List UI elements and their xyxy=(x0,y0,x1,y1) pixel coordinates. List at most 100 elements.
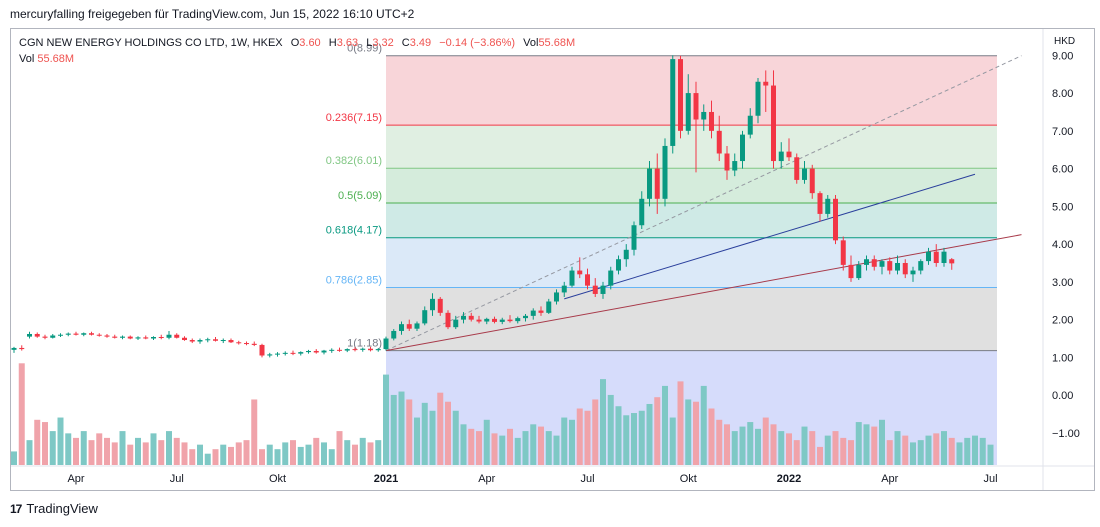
candle-body xyxy=(34,333,40,337)
volume-bar xyxy=(468,428,475,465)
candle-body xyxy=(654,168,660,199)
candle-body xyxy=(523,315,528,319)
share-caption: mercuryfalling freigegeben für TradingVi… xyxy=(10,7,415,21)
candle-body xyxy=(383,338,389,350)
candle-body xyxy=(306,350,311,353)
candle-body xyxy=(786,151,792,158)
volume-bar xyxy=(274,449,281,465)
candle-body xyxy=(135,337,141,339)
candle-body xyxy=(778,151,784,162)
candle-body xyxy=(236,342,242,344)
candle-body xyxy=(220,340,226,342)
candle-body xyxy=(864,259,869,265)
candle-body xyxy=(151,337,156,339)
volume-bar xyxy=(793,440,800,465)
candle-body xyxy=(546,301,552,313)
volume-bar xyxy=(832,431,839,465)
candle-body xyxy=(430,298,435,311)
y-tick-label: −1.00 xyxy=(1052,428,1080,440)
volume-bar xyxy=(662,385,668,465)
volume-bar xyxy=(135,437,141,465)
volume-bar xyxy=(507,428,513,465)
volume-bar xyxy=(491,433,498,465)
volume-bar xyxy=(359,437,366,465)
volume-bar xyxy=(902,435,909,465)
brand-name: TradingView xyxy=(26,501,98,516)
volume-bar xyxy=(646,403,653,465)
candle-body xyxy=(189,340,195,342)
x-tick-label: Okt xyxy=(269,473,286,485)
fib-level-label: 0.382(6.01) xyxy=(326,155,382,167)
volume-bar xyxy=(282,442,289,465)
legend-high-label: H xyxy=(328,37,337,49)
legend-open-label: O xyxy=(290,37,300,49)
volume-bar xyxy=(476,431,482,465)
volume-bar xyxy=(34,419,41,465)
volume-bar xyxy=(104,437,110,465)
volume-bar xyxy=(925,435,932,465)
volume-bar xyxy=(979,437,986,465)
legend-close: 3.49 xyxy=(409,37,432,49)
candle-body xyxy=(120,336,125,338)
volume-bar xyxy=(297,446,304,465)
candle-body xyxy=(724,153,730,171)
volume-bar xyxy=(414,417,420,465)
y-tick-label: 1.00 xyxy=(1052,352,1073,364)
legend-vol: 55.68M xyxy=(538,37,576,49)
candle-body xyxy=(693,93,699,120)
candle-body xyxy=(771,85,776,162)
volume-bar xyxy=(809,431,816,465)
x-tick-label: Apr xyxy=(881,473,898,485)
volume-bar xyxy=(871,426,878,465)
legend-open: 3.60 xyxy=(299,37,321,49)
volume-bar xyxy=(894,431,901,465)
candle-body xyxy=(561,285,567,293)
candle-body xyxy=(926,251,931,262)
candle-body xyxy=(530,310,536,316)
volume-bar xyxy=(801,426,808,465)
volume-bar xyxy=(406,399,413,465)
volume-bar xyxy=(910,442,916,465)
candle-body xyxy=(127,336,133,339)
candle-body xyxy=(647,168,652,199)
volume-bar xyxy=(445,401,451,465)
candle-body xyxy=(352,349,358,351)
volume-bar xyxy=(313,437,320,465)
candle-body xyxy=(290,352,296,354)
footer-brand[interactable]: 17 TradingView xyxy=(10,501,98,516)
legend-low-label: L xyxy=(366,37,373,49)
candle-body xyxy=(50,335,56,338)
volume-bar xyxy=(18,363,25,465)
legend-vol-label: Vol xyxy=(523,37,539,49)
y-tick-label: 4.00 xyxy=(1052,239,1073,251)
candle-body xyxy=(104,335,110,337)
volume-bar xyxy=(886,440,893,465)
fib-level-label: 0(8.99) xyxy=(347,43,382,55)
x-tick-label: Jul xyxy=(170,473,184,485)
x-tick-label: Jul xyxy=(580,473,594,485)
candle-body xyxy=(794,157,800,180)
volume-bar xyxy=(762,417,769,465)
candle-body xyxy=(158,337,164,339)
candle-body xyxy=(205,339,211,341)
volume-bar xyxy=(80,431,87,465)
candle-body xyxy=(11,347,17,350)
legend-symbol[interactable]: CGN NEW ENERGY HOLDINGS CO LTD, 1W, HKEX xyxy=(19,37,283,49)
volume-bar xyxy=(437,392,444,465)
candle-body xyxy=(569,270,575,286)
candle-body xyxy=(499,319,505,322)
volume-bar xyxy=(460,424,467,465)
volume-bar xyxy=(158,440,165,465)
candle-body xyxy=(313,350,319,353)
volume-bar xyxy=(228,446,234,465)
volume-bar xyxy=(390,394,397,465)
volume-bar xyxy=(933,433,940,465)
candle-body xyxy=(732,161,738,171)
candle-body xyxy=(902,262,908,275)
candle-body xyxy=(89,333,94,335)
candle-body xyxy=(848,264,854,279)
volume-bar xyxy=(987,444,994,465)
volume-bar xyxy=(57,417,64,465)
legend-row-volume: Vol 55.68M xyxy=(19,51,580,67)
